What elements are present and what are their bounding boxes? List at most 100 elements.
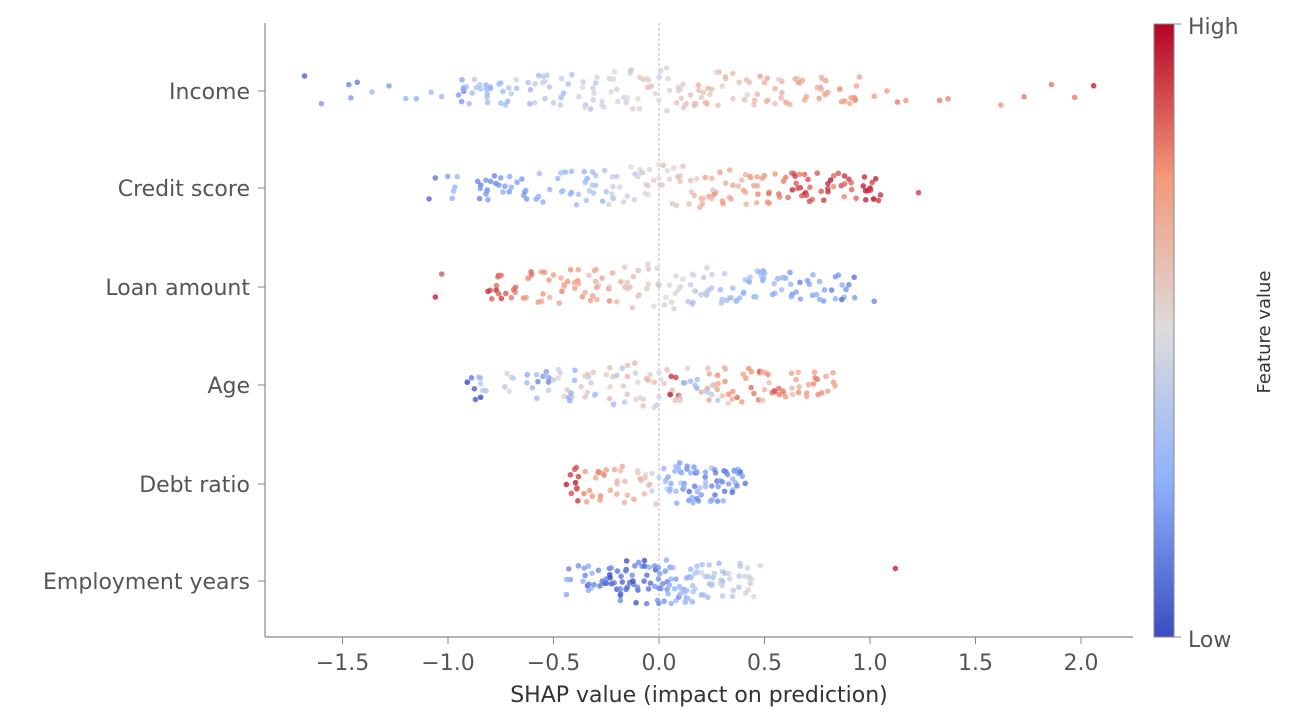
shap-point xyxy=(484,99,491,106)
shap-point xyxy=(500,88,506,95)
shap-point xyxy=(496,182,502,188)
shap-point xyxy=(698,570,705,576)
shap-point xyxy=(729,593,736,600)
shap-point xyxy=(760,267,767,274)
shap-point xyxy=(533,371,540,378)
shap-point xyxy=(545,379,552,385)
shap-point xyxy=(690,499,696,506)
shap-point xyxy=(563,576,570,583)
shap-point xyxy=(660,581,666,587)
shap-point xyxy=(617,468,624,474)
shap-point xyxy=(797,296,804,302)
shap-point xyxy=(589,293,596,299)
shap-point xyxy=(663,294,669,301)
shap-point xyxy=(694,495,700,502)
shap-point xyxy=(508,90,515,97)
shap-point xyxy=(671,468,678,475)
shap-point xyxy=(796,384,802,390)
shap-point xyxy=(520,295,527,301)
shap-point xyxy=(742,590,749,596)
shap-point xyxy=(623,568,629,574)
shap-point xyxy=(805,381,812,388)
shap-point xyxy=(841,193,848,200)
shap-point xyxy=(576,93,582,100)
shap-point xyxy=(637,475,643,482)
shap-point xyxy=(687,566,694,573)
shap-point xyxy=(635,267,641,274)
shap-point xyxy=(740,289,747,296)
feature-label: Loan amount xyxy=(105,276,250,301)
shap-point xyxy=(669,387,675,393)
shap-point xyxy=(843,286,849,293)
shap-point xyxy=(830,172,837,179)
shap-point xyxy=(757,562,763,569)
shap-point xyxy=(776,194,783,200)
shap-point xyxy=(673,100,680,106)
shap-point xyxy=(413,95,420,102)
shap-point xyxy=(776,391,783,398)
shap-point xyxy=(807,184,813,191)
shap-point xyxy=(804,277,811,284)
shap-point xyxy=(766,379,772,386)
shap-point xyxy=(569,71,575,78)
shap-point xyxy=(590,96,596,103)
x-tick-label: 0.5 xyxy=(747,651,782,676)
shap-point xyxy=(694,376,701,383)
shap-point xyxy=(721,364,728,371)
shap-point xyxy=(687,470,694,476)
shap-point xyxy=(748,384,754,391)
x-tick-label: 1.0 xyxy=(853,651,888,676)
shap-point xyxy=(545,387,552,394)
shap-point xyxy=(705,85,711,92)
shap-point xyxy=(714,386,721,393)
shap-point xyxy=(607,487,614,494)
shap-point xyxy=(771,280,777,287)
shap-point xyxy=(668,373,675,380)
shap-point xyxy=(675,287,681,293)
shap-point xyxy=(798,193,805,199)
x-tick-label: −0.5 xyxy=(527,651,580,676)
shap-point xyxy=(610,76,617,82)
shap-point xyxy=(869,179,875,186)
shap-point xyxy=(702,479,709,486)
shap-point xyxy=(432,175,439,181)
shap-point xyxy=(592,278,599,285)
shap-point xyxy=(816,278,823,285)
shap-point xyxy=(698,94,704,101)
shap-point xyxy=(555,375,562,382)
shap-point xyxy=(646,564,653,571)
shap-point xyxy=(877,192,884,198)
shap-point xyxy=(525,79,531,86)
shap-point xyxy=(681,484,687,491)
shap-point xyxy=(705,365,711,372)
shap-point xyxy=(581,168,588,175)
shap-point xyxy=(654,402,660,408)
shap-point xyxy=(789,187,796,193)
shap-point xyxy=(761,79,768,86)
shap-point xyxy=(546,84,553,90)
shap-point xyxy=(560,90,567,96)
shap-point xyxy=(743,375,749,381)
shap-point xyxy=(568,168,575,175)
shap-point xyxy=(621,399,628,405)
shap-point xyxy=(745,365,752,372)
shap-point xyxy=(514,179,520,186)
shap-point xyxy=(601,167,608,174)
shap-point xyxy=(677,178,683,185)
shap-point xyxy=(650,177,657,184)
shap-point xyxy=(766,200,773,206)
shap-point xyxy=(586,187,593,194)
shap-point xyxy=(624,492,631,499)
shap-point xyxy=(719,593,726,599)
shap-point xyxy=(610,401,617,408)
shap-point xyxy=(506,189,513,195)
shap-point xyxy=(778,95,785,101)
shap-point xyxy=(664,366,670,373)
shap-point xyxy=(538,298,545,305)
shap-point xyxy=(785,194,791,201)
shap-point xyxy=(563,481,570,488)
shap-point xyxy=(655,281,661,287)
shap-point xyxy=(827,177,834,183)
shap-point xyxy=(892,565,899,572)
